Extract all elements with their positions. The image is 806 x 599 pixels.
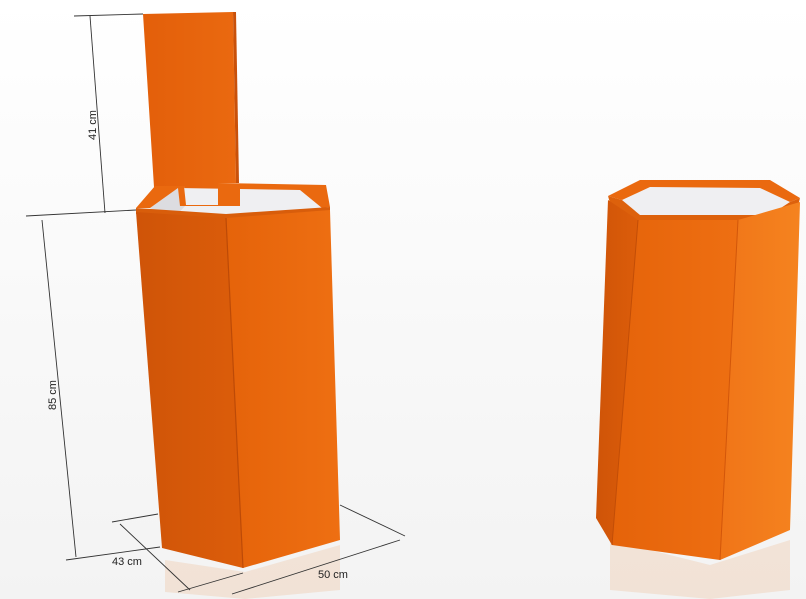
display-without-header	[596, 180, 800, 561]
rim	[136, 183, 330, 208]
rim-front	[608, 196, 800, 222]
header-height-label: 41 cm	[87, 110, 99, 140]
body-front-face	[226, 210, 340, 568]
body-height-label: 85 cm	[47, 380, 59, 410]
body-right-face	[720, 202, 800, 560]
interior	[622, 187, 790, 215]
width-label: 50 cm	[318, 569, 348, 581]
dimension-body-height: 85 cm	[41, 219, 161, 561]
body-front-face	[612, 220, 738, 560]
body-left-face	[136, 212, 243, 568]
dimension-header-height: 41 cm	[25, 13, 144, 217]
header-board	[143, 12, 236, 205]
dimension-width: 50 cm	[231, 504, 406, 595]
depth-label: 43 cm	[112, 556, 142, 568]
rim	[608, 180, 800, 202]
floor-reflections	[165, 540, 790, 599]
display-with-header	[136, 12, 340, 569]
header-board-edge	[233, 12, 239, 183]
body-left-face	[596, 200, 638, 545]
dimension-depth: 43 cm	[111, 513, 244, 593]
